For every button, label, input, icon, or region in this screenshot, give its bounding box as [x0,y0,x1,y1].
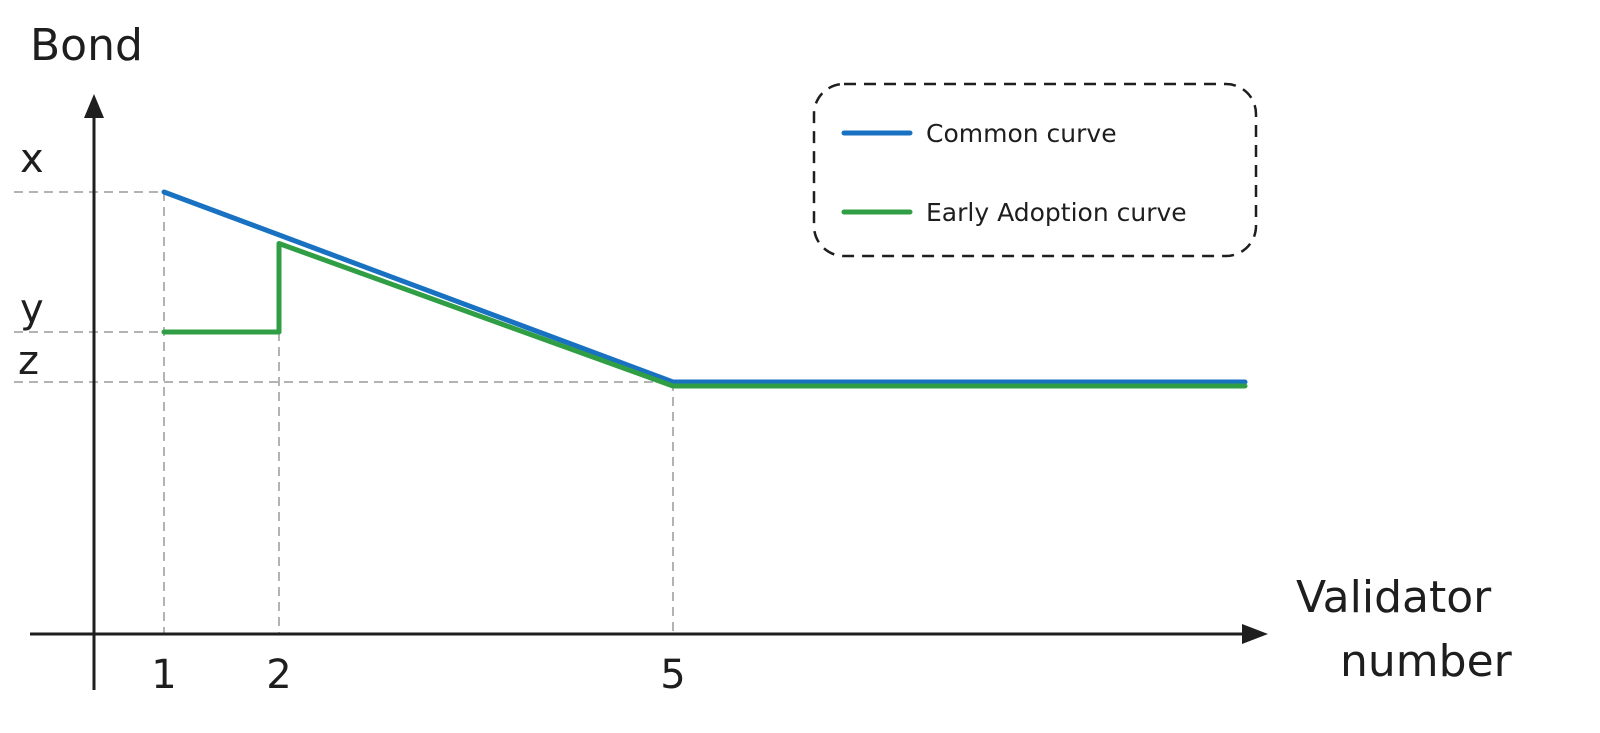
y-tick-label-z: z [18,338,39,384]
x-axis-arrowhead [1242,624,1268,644]
legend: Common curve Early Adoption curve [812,82,1258,258]
x-tick-label-2: 2 [266,652,291,698]
series-lines [161,189,1248,389]
legend-label-early-adoption-curve: Early Adoption curve [926,198,1187,227]
y-axis-title: Bond [30,20,143,71]
legend-box [812,82,1258,258]
x-tick-label-1: 1 [151,652,176,698]
x-tick-label-5: 5 [660,652,685,698]
y-tick-labels: x yz [18,136,44,384]
series-line-early-adoption-curve [161,241,1248,389]
series-line-common-curve [161,189,1248,385]
y-tick-label-x: x [20,136,44,182]
x-axis-title-line-1: Validator [1296,572,1492,623]
x-axis [30,624,1268,644]
x-axis-title-line-2: number [1340,636,1513,687]
y-axis-arrowhead [84,94,104,118]
y-axis [84,94,104,690]
y-tick-label-y: y [20,286,44,332]
guide-lines [14,191,674,634]
x-tick-labels: 1 2 5 [151,652,685,698]
legend-label-common-curve: Common curve [926,119,1117,148]
